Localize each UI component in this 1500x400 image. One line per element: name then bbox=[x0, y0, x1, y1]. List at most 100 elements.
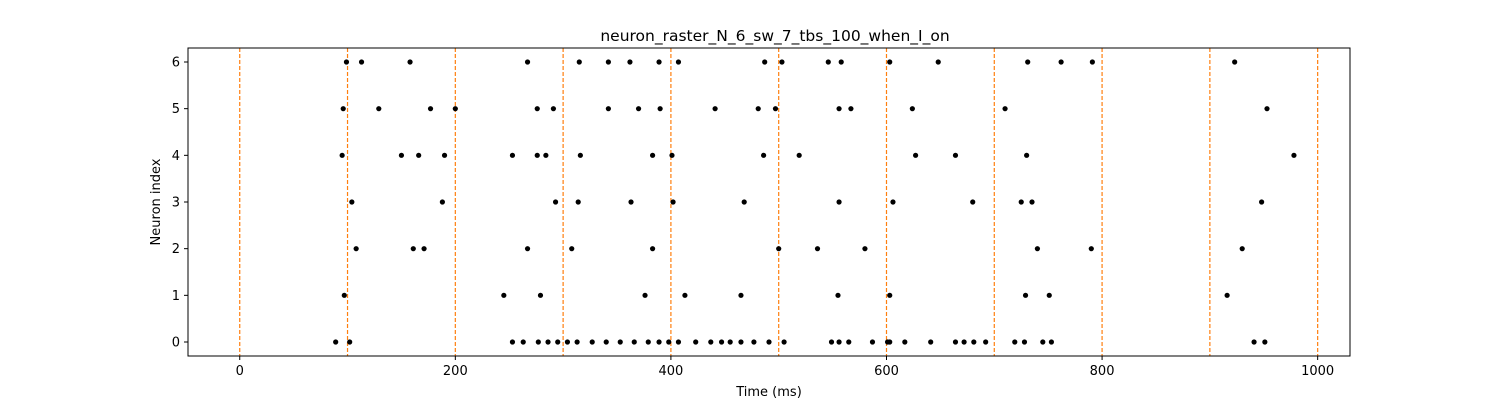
spike-point bbox=[670, 199, 676, 205]
spike-point bbox=[605, 59, 611, 65]
spike-point bbox=[848, 106, 854, 112]
spike-point bbox=[682, 292, 688, 298]
y-axis-label: Neuron index bbox=[149, 158, 164, 245]
spike-point bbox=[727, 339, 733, 345]
spike-point bbox=[1264, 106, 1270, 112]
spike-point bbox=[635, 106, 642, 112]
spike-point bbox=[755, 106, 761, 112]
spike-point bbox=[1025, 59, 1031, 65]
spike-point bbox=[983, 339, 989, 345]
spike-point bbox=[887, 339, 893, 345]
x-tick-label: 0 bbox=[236, 364, 244, 379]
spike-point bbox=[846, 339, 852, 345]
spike-point bbox=[1040, 339, 1046, 345]
spike-point bbox=[675, 59, 682, 65]
spike-point bbox=[708, 339, 714, 345]
spike-point bbox=[410, 246, 416, 252]
y-tick-label: 5 bbox=[172, 102, 180, 117]
y-tick-label: 4 bbox=[172, 149, 180, 164]
spike-point bbox=[642, 292, 648, 298]
spike-point bbox=[520, 339, 526, 345]
spike-point bbox=[421, 246, 427, 252]
spike-point bbox=[416, 152, 422, 158]
spike-point bbox=[545, 339, 551, 345]
spike-point bbox=[439, 199, 445, 205]
spike-point bbox=[339, 152, 345, 158]
spike-point bbox=[751, 339, 757, 345]
spike-point bbox=[1232, 59, 1238, 65]
spike-point bbox=[452, 106, 458, 112]
spike-point bbox=[862, 246, 868, 252]
spike-point bbox=[550, 106, 557, 112]
spike-point bbox=[825, 59, 831, 65]
spike-point bbox=[952, 152, 959, 158]
spike-point bbox=[552, 199, 559, 205]
spike-point bbox=[693, 339, 699, 345]
spike-point bbox=[353, 246, 359, 252]
spike-point bbox=[738, 339, 744, 345]
spike-point bbox=[669, 152, 675, 158]
x-tick-label: 400 bbox=[658, 364, 683, 379]
spike-point bbox=[628, 199, 634, 205]
spike-point bbox=[575, 199, 581, 205]
x-tick-label: 200 bbox=[443, 364, 468, 379]
chart-title: neuron_raster_N_6_sw_7_tbs_100_when_I_on bbox=[600, 27, 949, 46]
spike-point bbox=[1291, 152, 1297, 158]
spike-point bbox=[909, 106, 915, 112]
spike-point bbox=[1024, 152, 1030, 158]
spike-point bbox=[835, 292, 841, 298]
spike-point bbox=[376, 106, 382, 112]
spike-point bbox=[718, 339, 725, 345]
spike-point bbox=[887, 59, 893, 65]
spike-point bbox=[772, 106, 779, 112]
spike-point bbox=[776, 246, 782, 252]
spike-point bbox=[340, 106, 346, 112]
spike-point bbox=[1058, 59, 1064, 65]
spike-point bbox=[649, 152, 656, 158]
spike-point bbox=[1048, 339, 1055, 345]
spike-point bbox=[928, 339, 934, 345]
spike-point bbox=[836, 106, 842, 112]
x-tick-label: 800 bbox=[1090, 364, 1115, 379]
spike-point bbox=[890, 199, 896, 205]
spike-point bbox=[535, 339, 541, 345]
spike-point bbox=[902, 339, 908, 345]
spike-point bbox=[427, 106, 434, 112]
spike-point bbox=[524, 59, 531, 65]
spike-point bbox=[509, 152, 516, 158]
spike-point bbox=[627, 59, 633, 65]
spike-point bbox=[605, 106, 611, 112]
spike-point bbox=[657, 106, 663, 112]
spike-point bbox=[343, 59, 350, 65]
spike-point bbox=[666, 339, 672, 345]
spike-point bbox=[543, 152, 549, 158]
spike-point bbox=[656, 59, 662, 65]
spike-point bbox=[741, 199, 747, 205]
spike-point bbox=[1022, 292, 1029, 298]
spike-point bbox=[828, 339, 835, 345]
spike-point bbox=[645, 339, 651, 345]
spike-point bbox=[564, 339, 571, 345]
spike-point bbox=[935, 59, 941, 65]
spike-point bbox=[887, 292, 893, 298]
spike-point bbox=[537, 292, 544, 298]
spike-point bbox=[869, 339, 876, 345]
spike-point bbox=[675, 339, 682, 345]
x-axis-label: Time (ms) bbox=[735, 385, 802, 400]
spike-point bbox=[341, 292, 347, 298]
spike-point bbox=[656, 339, 662, 345]
spike-point bbox=[574, 339, 580, 345]
y-tick-label: 6 bbox=[172, 56, 180, 71]
y-tick-label: 0 bbox=[172, 336, 180, 351]
x-tick-label: 1000 bbox=[1301, 364, 1334, 379]
spike-point bbox=[501, 292, 507, 298]
spike-point bbox=[766, 339, 772, 345]
spike-point bbox=[836, 339, 842, 345]
spike-point bbox=[738, 292, 744, 298]
spike-point bbox=[1034, 246, 1041, 252]
spike-point bbox=[576, 59, 582, 65]
spike-point bbox=[838, 59, 844, 65]
plot-area bbox=[239, 48, 1319, 356]
spike-point bbox=[1239, 246, 1245, 252]
